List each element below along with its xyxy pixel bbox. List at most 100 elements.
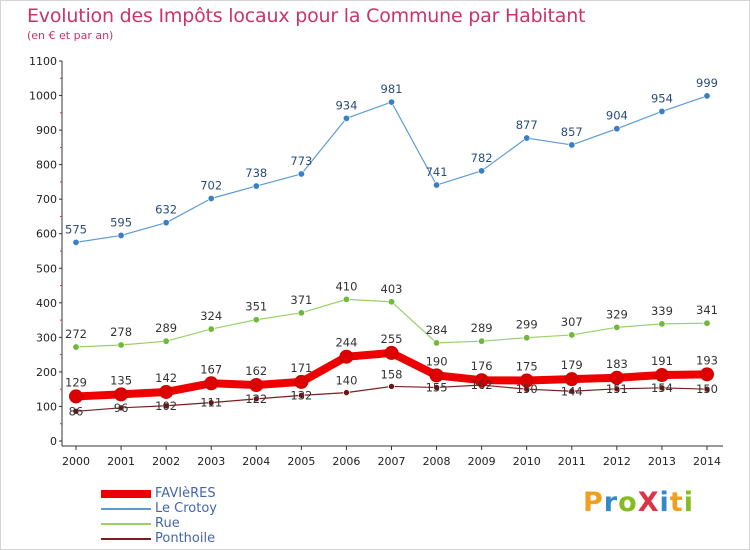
data-label-favi-res: 190: [426, 354, 448, 368]
x-tick-label: 2012: [603, 455, 631, 468]
data-point-favi-res: [339, 349, 354, 364]
x-tick-label: 2006: [332, 455, 360, 468]
data-label-favi-res: 175: [516, 360, 538, 374]
data-point-ponthoile: [613, 385, 621, 393]
data-point-ponthoile: [252, 395, 260, 403]
data-point-favi-res: [564, 372, 579, 387]
data-label-ponthoile: 154: [651, 381, 673, 395]
data-label-le-crotoy: 999: [696, 76, 718, 90]
data-label-le-crotoy: 904: [606, 109, 628, 123]
proxiti-logo: ProXiti: [583, 487, 694, 518]
data-label-ponthoile: 150: [516, 382, 538, 396]
y-tick-label: 0: [50, 435, 57, 448]
legend-label: FAVIèRES: [155, 486, 216, 501]
legend-swatch: [101, 508, 151, 510]
data-point-rue: [297, 309, 305, 317]
data-label-rue: 410: [335, 279, 357, 293]
legend-swatch: [101, 538, 151, 540]
data-label-ponthoile: 122: [245, 392, 267, 406]
data-point-ponthoile: [388, 383, 395, 390]
data-point-le-crotoy: [568, 141, 576, 149]
x-tick-label: 2011: [558, 455, 586, 468]
data-label-rue: 299: [516, 318, 538, 332]
data-point-favi-res: [114, 387, 129, 402]
data-label-favi-res: 193: [696, 353, 718, 367]
chart-axes: 0 100 200 300 400 500 600 700 800 900 1000 1100 2000…: [29, 55, 723, 468]
data-label-ponthoile: 140: [335, 374, 357, 388]
data-label-ponthoile: 132: [290, 388, 312, 402]
data-point-ponthoile: [703, 385, 711, 393]
data-point-rue: [523, 334, 531, 342]
data-label-rue: 371: [290, 293, 312, 307]
data-point-favi-res: [654, 368, 669, 383]
data-point-le-crotoy: [387, 98, 395, 106]
data-point-ponthoile: [568, 387, 576, 395]
data-point-rue: [703, 319, 711, 327]
legend-label: Rue: [155, 516, 180, 531]
data-label-rue: 272: [65, 327, 87, 341]
data-point-favi-res: [159, 384, 174, 399]
data-label-le-crotoy: 738: [245, 166, 267, 180]
legend-label: Ponthoile: [155, 531, 216, 546]
data-label-le-crotoy: 575: [65, 222, 87, 236]
data-label-ponthoile: 96: [114, 401, 129, 415]
data-point-rue: [613, 323, 621, 331]
data-point-rue: [162, 337, 170, 345]
y-tick-label: 1100: [29, 55, 57, 68]
data-point-le-crotoy: [433, 181, 441, 189]
x-tick-label: 2004: [242, 455, 270, 468]
data-label-rue: 284: [426, 323, 448, 337]
data-labels: 575 595 632 702 738 773 934 981 741 782 877 857 904 9…: [65, 76, 718, 418]
data-label-favi-res: 171: [290, 361, 312, 375]
data-point-rue: [207, 325, 215, 333]
data-label-le-crotoy: 954: [651, 91, 673, 105]
data-point-ponthoile: [298, 392, 305, 399]
data-label-le-crotoy: 595: [110, 215, 132, 229]
data-point-favi-res: [249, 378, 264, 393]
y-tick-label: 300: [36, 331, 57, 344]
legend-item-rue: Rue: [101, 516, 321, 532]
x-tick-label: 2005: [287, 455, 315, 468]
data-label-le-crotoy: 782: [471, 151, 493, 165]
y-tick-label: 100: [36, 400, 57, 413]
data-point-le-crotoy: [613, 125, 621, 133]
data-point-le-crotoy: [162, 219, 170, 227]
data-point-rue: [433, 339, 441, 347]
x-tick-label: 2009: [468, 455, 496, 468]
data-label-favi-res: 179: [561, 358, 583, 372]
data-point-le-crotoy: [658, 107, 666, 115]
y-tick-label: 700: [36, 193, 57, 206]
y-tick-label: 900: [36, 124, 57, 137]
data-label-favi-res: 255: [381, 332, 403, 346]
x-tick-label: 2008: [423, 455, 451, 468]
data-point-favi-res: [700, 367, 714, 382]
data-label-rue: 278: [110, 325, 132, 339]
data-label-rue: 329: [606, 307, 628, 321]
data-label-rue: 339: [651, 304, 673, 318]
data-label-rue: 351: [245, 300, 267, 314]
data-point-ponthoile: [207, 399, 215, 406]
x-tick-label: 2010: [513, 455, 541, 468]
data-point-ponthoile: [343, 389, 350, 396]
logo-letter: t: [669, 487, 684, 518]
data-label-rue: 324: [200, 309, 222, 323]
data-point-le-crotoy: [297, 170, 305, 178]
data-point-favi-res: [384, 345, 399, 360]
data-point-rue: [117, 341, 125, 349]
legend-item-le-crotoy: Le Crotoy: [101, 501, 321, 517]
legend-swatch: [101, 490, 151, 498]
data-point-rue: [387, 298, 395, 306]
data-label-rue: 403: [381, 282, 403, 296]
data-label-ponthoile: 144: [561, 384, 583, 398]
data-point-le-crotoy: [117, 231, 125, 239]
data-label-ponthoile: 86: [69, 404, 84, 418]
data-point-le-crotoy: [207, 194, 215, 202]
y-tick-label: 500: [36, 262, 57, 275]
data-point-le-crotoy: [72, 238, 80, 246]
data-label-le-crotoy: 857: [561, 125, 583, 139]
data-label-favi-res: 183: [606, 357, 628, 371]
data-point-favi-res: [609, 370, 624, 385]
data-label-le-crotoy: 741: [426, 165, 448, 179]
legend-item-ponthoile: Ponthoile: [101, 531, 321, 547]
